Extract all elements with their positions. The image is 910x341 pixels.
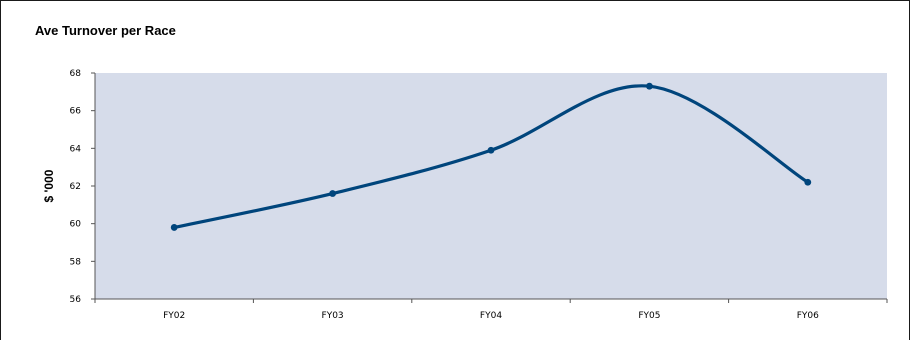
data-point [804, 178, 812, 186]
y-tick-label: 68 [70, 69, 82, 79]
x-tick-label: FY06 [797, 311, 819, 321]
series-layer [170, 82, 812, 231]
y-tick-label: 66 [70, 107, 82, 117]
x-axis: FY02 FY03 FY04 FY05 FY06 [94, 298, 888, 321]
data-point [329, 190, 336, 197]
x-tick-label: FY03 [322, 311, 344, 321]
y-tick-label: 56 [70, 295, 82, 305]
y-axis-title: $ '000 [42, 169, 56, 202]
x-tick-label: FY02 [163, 311, 185, 321]
y-axis: 56 58 60 62 64 66 68 [70, 69, 96, 305]
x-tick-label: FY04 [480, 311, 502, 321]
y-tick-label: 58 [70, 257, 82, 267]
y-tick-label: 64 [70, 144, 82, 154]
data-point [487, 146, 495, 154]
data-point [170, 224, 178, 231]
data-point [646, 82, 653, 90]
x-tick-label: FY05 [638, 311, 660, 321]
y-tick-label: 60 [70, 220, 82, 230]
y-tick-label: 62 [70, 182, 81, 192]
chart-title: Ave Turnover per Race [35, 23, 176, 38]
plot-area [95, 73, 887, 299]
